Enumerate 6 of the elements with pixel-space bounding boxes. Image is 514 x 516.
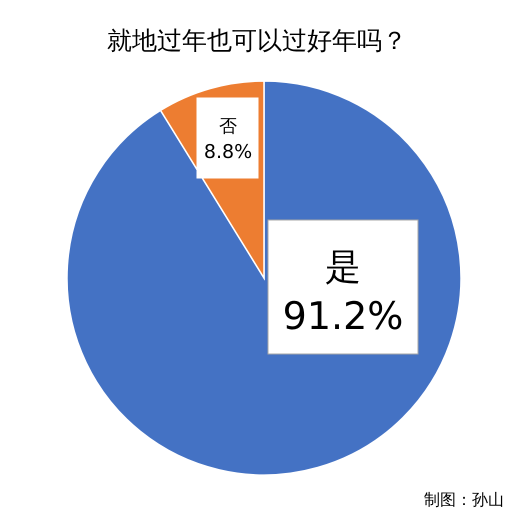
slice-label: 是 bbox=[325, 247, 361, 288]
text: 制图：孙山 bbox=[424, 490, 504, 509]
slice-label: 否 bbox=[219, 116, 237, 137]
data-label: 91.2% bbox=[282, 294, 404, 338]
chart-title: 就地过年也可以过好年吗？ bbox=[107, 26, 407, 55]
data-label: 8.8% bbox=[204, 141, 252, 163]
